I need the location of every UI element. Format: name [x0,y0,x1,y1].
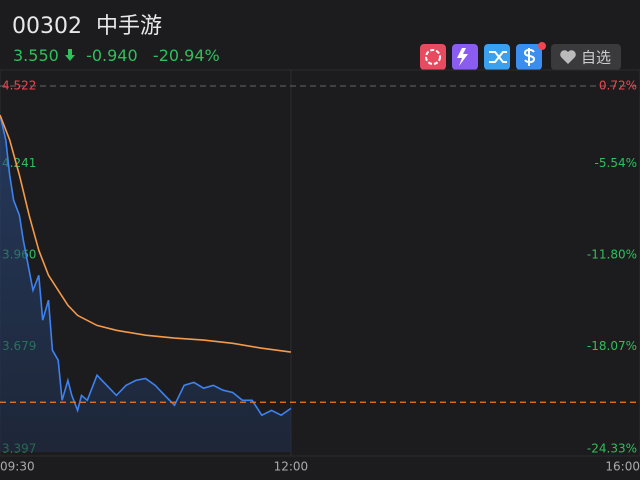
y-tick-label: 4.522 [2,79,36,93]
stock-code: 00302 [12,14,82,39]
stock-name: 中手游 [96,14,163,39]
y2-tick-label: -5.54% [595,156,637,170]
hk-icon-glyph [425,49,441,65]
change-pct: -20.94% [152,46,220,65]
heart-icon [560,50,576,64]
price: 3.550 [13,46,59,65]
y2-tick-label: -11.80% [587,247,637,261]
connect-glyph [489,51,507,63]
y2-tick-label: -24.33% [587,442,637,456]
line [0,114,292,417]
y2-tick-label: -18.07% [587,339,637,353]
level2-glyph [457,48,468,66]
toolbar: 自选 [420,42,621,70]
x-tick-label: 12:00 [274,460,309,474]
quote-line: 3.550 -0.940 -20.94% [13,46,220,65]
y2-tick-label: 0.72% [599,79,637,93]
hk-icon[interactable] [420,44,446,70]
x-tick-label: 16:00 [605,460,640,474]
fund-glyph [523,48,536,66]
badge [538,42,546,50]
x-tick-label: 09:30 [0,460,35,474]
plot-frame [0,69,640,457]
y-tick-label: 4.241 [2,156,36,170]
down-arrow [64,49,75,61]
change: -0.940 [86,46,138,65]
watch-label: 自选 [581,49,611,67]
line [0,114,292,353]
stock-title: 00302 中手游 [12,8,162,40]
area [0,115,291,452]
connect-icon[interactable] [484,44,510,70]
